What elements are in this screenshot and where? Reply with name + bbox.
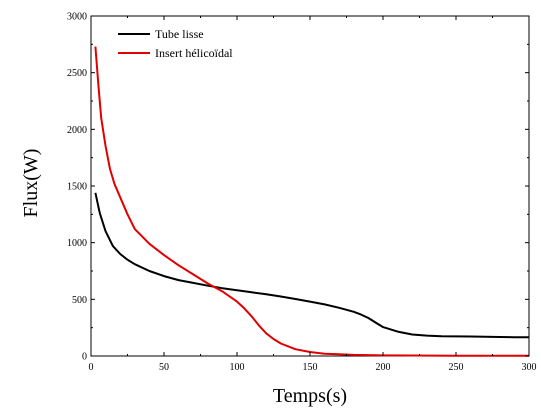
series-layer <box>94 46 530 357</box>
y-tick-label: 0 <box>82 352 87 363</box>
legend: Tube lisse Insert hélicoïdal <box>118 27 233 60</box>
axes-layer: 0 50 100 150 200 250 3000500100015002000250030… <box>67 12 537 374</box>
y-tick-label: 3000 <box>67 12 87 23</box>
x-axis-title: Temps(s) <box>273 385 347 407</box>
x-tick-label: 250 <box>449 362 464 373</box>
x-tick-label: 300 <box>522 362 537 373</box>
x-tick-label: 0 <box>89 362 94 373</box>
x-tick-label: 200 <box>376 362 391 373</box>
series-line-1 <box>94 46 530 357</box>
y-tick-label: 500 <box>72 295 87 306</box>
y-tick-label: 2500 <box>67 68 87 79</box>
plot-frame <box>90 15 530 357</box>
x-tick-label: 150 <box>303 362 318 373</box>
x-tick-label: 100 <box>230 362 245 373</box>
x-tick-label: 50 <box>159 362 169 373</box>
y-axis-title: Flux(W) <box>20 149 42 218</box>
plot-area <box>90 15 530 357</box>
y-tick-label: 1500 <box>67 182 87 193</box>
legend-label-1: Insert hélicoïdal <box>155 46 233 60</box>
series-line-0 <box>94 192 530 339</box>
legend-label-0: Tube lisse <box>155 27 204 41</box>
y-tick-label: 1000 <box>67 238 87 249</box>
y-tick-label: 2000 <box>67 125 87 136</box>
